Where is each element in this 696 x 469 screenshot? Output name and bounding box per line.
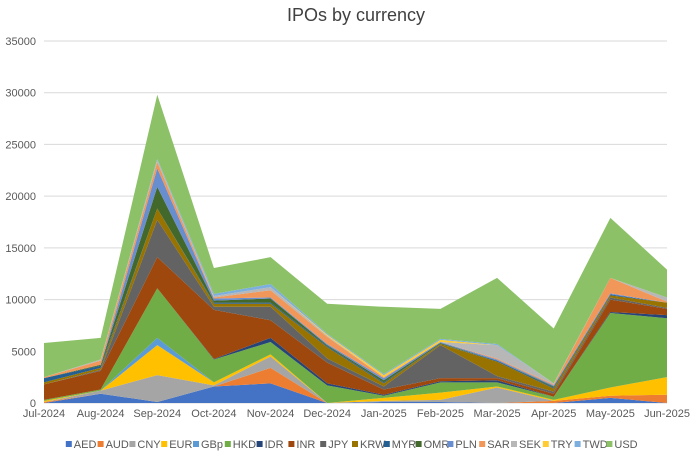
legend-label: OMR bbox=[424, 439, 450, 451]
area-hkd bbox=[44, 288, 667, 403]
legend-label: PLN bbox=[455, 439, 476, 451]
legend-swatch bbox=[193, 441, 199, 447]
chart-title: IPOs by currency bbox=[287, 5, 425, 25]
legend-item-sar: SAR bbox=[479, 439, 510, 451]
legend-item-aud: AUD bbox=[97, 439, 129, 451]
legend-label: INR bbox=[296, 439, 315, 451]
y-tick-label: 0 bbox=[30, 398, 36, 410]
x-tick-label: May-2025 bbox=[586, 408, 635, 420]
legend-label: EUR bbox=[169, 439, 192, 451]
legend-label: JPY bbox=[328, 439, 349, 451]
legend-label: GBp bbox=[201, 439, 223, 451]
area-eur bbox=[44, 345, 667, 403]
y-tick-label: 30000 bbox=[5, 88, 36, 100]
legend-swatch bbox=[320, 441, 327, 447]
legend-swatch bbox=[129, 441, 136, 447]
legend-item-try: TRY bbox=[542, 439, 573, 451]
legend-item-krw: KRW bbox=[352, 439, 386, 451]
y-tick-label: 10000 bbox=[5, 295, 36, 307]
legend-item-eur: EUR bbox=[161, 439, 192, 451]
legend-item-omr: OMR bbox=[415, 439, 450, 451]
legend-swatch bbox=[383, 441, 390, 447]
legend-item-twd: TWD bbox=[574, 439, 608, 451]
legend-swatch bbox=[256, 441, 263, 447]
legend-swatch bbox=[224, 441, 231, 447]
x-tick-label: Apr-2025 bbox=[531, 408, 576, 420]
x-tick-label: Nov-2024 bbox=[247, 408, 295, 420]
x-tick-label: Feb-2025 bbox=[417, 408, 464, 420]
x-tick-label: Jul-2024 bbox=[23, 408, 65, 420]
legend-label: SEK bbox=[519, 439, 542, 451]
area-cny bbox=[44, 356, 667, 403]
x-tick-label: Oct-2024 bbox=[191, 408, 236, 420]
legend-swatch bbox=[542, 441, 549, 447]
legend-item-usd: USD bbox=[606, 439, 638, 451]
legend-label: AED bbox=[74, 439, 97, 451]
x-tick-label: Jan-2025 bbox=[361, 408, 407, 420]
legend-swatch bbox=[574, 441, 581, 447]
legend-label: IDR bbox=[265, 439, 284, 451]
legend-swatch bbox=[415, 441, 422, 447]
legend-label: HKD bbox=[233, 439, 256, 451]
y-tick-label: 15000 bbox=[5, 243, 36, 255]
y-tick-label: 35000 bbox=[5, 36, 36, 48]
y-tick-label: 25000 bbox=[5, 139, 36, 151]
legend-label: CNY bbox=[137, 439, 161, 451]
legend-item-pln: PLN bbox=[447, 439, 477, 451]
legend-label: AUD bbox=[106, 439, 129, 451]
legend-item-jpy: JPY bbox=[320, 439, 349, 451]
legend-item-gbp: GBp bbox=[193, 439, 223, 451]
legend-label: SAR bbox=[487, 439, 510, 451]
x-tick-label: Mar-2025 bbox=[474, 408, 521, 420]
legend-swatch bbox=[479, 441, 486, 447]
legend-label: MYR bbox=[392, 439, 417, 451]
legend-item-cny: CNY bbox=[129, 439, 161, 451]
y-tick-label: 5000 bbox=[12, 346, 36, 358]
legend-swatch bbox=[511, 441, 517, 447]
legend-label: KRW bbox=[360, 439, 386, 451]
legend-label: TWD bbox=[583, 439, 608, 451]
x-tick-label: Dec-2024 bbox=[303, 408, 351, 420]
legend-label: TRY bbox=[551, 439, 573, 451]
legend-item-hkd: HKD bbox=[224, 439, 256, 451]
legend-swatch bbox=[352, 441, 358, 447]
legend-item-idr: IDR bbox=[256, 439, 284, 451]
x-tick-label: Sep-2024 bbox=[133, 408, 181, 420]
x-tick-label: Jun-2025 bbox=[644, 408, 690, 420]
legend-item-sek: SEK bbox=[511, 439, 542, 451]
legend-swatch bbox=[161, 441, 168, 447]
legend-swatch bbox=[288, 441, 295, 447]
legend-item-myr: MYR bbox=[383, 439, 417, 451]
legend-swatch bbox=[65, 441, 72, 447]
area-aed bbox=[44, 383, 667, 403]
legend-item-inr: INR bbox=[288, 439, 315, 451]
area-usd bbox=[44, 94, 667, 384]
x-tick-label: Aug-2024 bbox=[77, 408, 125, 420]
legend-swatch bbox=[97, 441, 104, 447]
legend-swatch bbox=[447, 441, 454, 447]
legend-swatch bbox=[606, 441, 613, 447]
y-tick-label: 20000 bbox=[5, 191, 36, 203]
legend-item-aed: AED bbox=[65, 439, 97, 451]
legend-label: USD bbox=[614, 439, 637, 451]
